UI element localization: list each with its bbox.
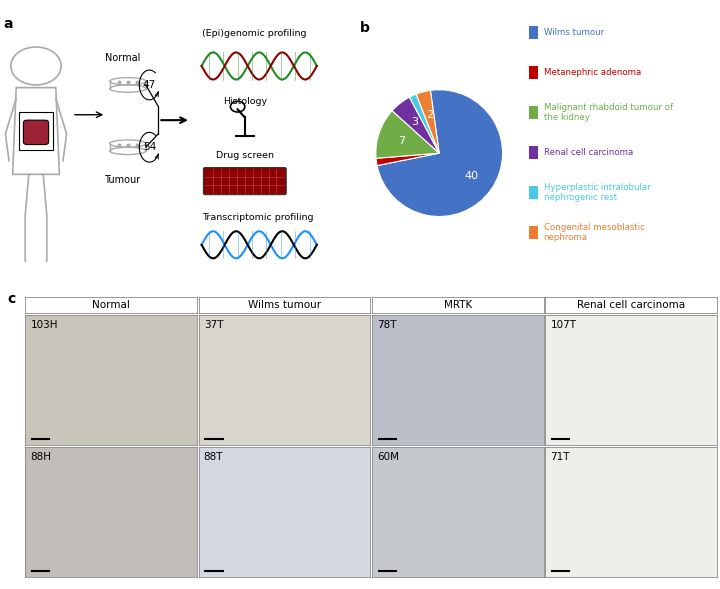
Bar [19, 112, 53, 150]
FancyBboxPatch shape [24, 120, 49, 144]
Text: 47: 47 [143, 80, 156, 90]
Wedge shape [416, 90, 439, 153]
Text: Renal cell carcinoma: Renal cell carcinoma [544, 148, 633, 157]
Text: Tumour: Tumour [104, 175, 140, 185]
Text: 60M: 60M [377, 452, 399, 462]
Text: 54: 54 [143, 143, 156, 152]
Text: Normal: Normal [104, 53, 140, 63]
Text: 88H: 88H [30, 452, 51, 462]
Text: b: b [360, 21, 370, 35]
Text: Congenital mesoblastic
nephroma: Congenital mesoblastic nephroma [544, 223, 644, 242]
Wedge shape [410, 94, 439, 153]
Text: 107T: 107T [550, 320, 577, 330]
Text: Drug screen: Drug screen [216, 151, 274, 160]
Text: 103H: 103H [30, 320, 58, 330]
Text: Hyperplastic intralobular
nephrogenic rest: Hyperplastic intralobular nephrogenic re… [544, 183, 650, 202]
Text: 37T: 37T [204, 320, 223, 330]
Text: a: a [4, 17, 13, 31]
Text: Wilms tumour: Wilms tumour [544, 28, 604, 37]
Wedge shape [392, 97, 439, 153]
Text: c: c [7, 292, 15, 306]
Text: Transcriptomic profiling: Transcriptomic profiling [202, 213, 313, 222]
Text: Histology: Histology [222, 97, 267, 105]
Text: Normal: Normal [92, 300, 130, 310]
Text: 3: 3 [412, 117, 418, 127]
Text: Metanephric adenoma: Metanephric adenoma [544, 68, 641, 77]
Wedge shape [376, 153, 439, 166]
Text: 78T: 78T [377, 320, 397, 330]
Text: MRTK: MRTK [444, 300, 472, 310]
Text: 7: 7 [398, 135, 405, 145]
Wedge shape [377, 90, 503, 217]
Text: Renal cell carcinoma: Renal cell carcinoma [577, 300, 685, 310]
Text: 71T: 71T [550, 452, 570, 462]
Text: (Epi)genomic profiling: (Epi)genomic profiling [202, 29, 306, 38]
Text: 40: 40 [464, 171, 478, 181]
Text: Wilms tumour: Wilms tumour [248, 300, 321, 310]
Text: 2: 2 [426, 110, 433, 120]
Wedge shape [376, 111, 439, 158]
Text: Malignant rhabdoid tumour of
the kidney: Malignant rhabdoid tumour of the kidney [544, 103, 672, 122]
FancyBboxPatch shape [204, 167, 287, 194]
Text: 88T: 88T [204, 452, 223, 462]
